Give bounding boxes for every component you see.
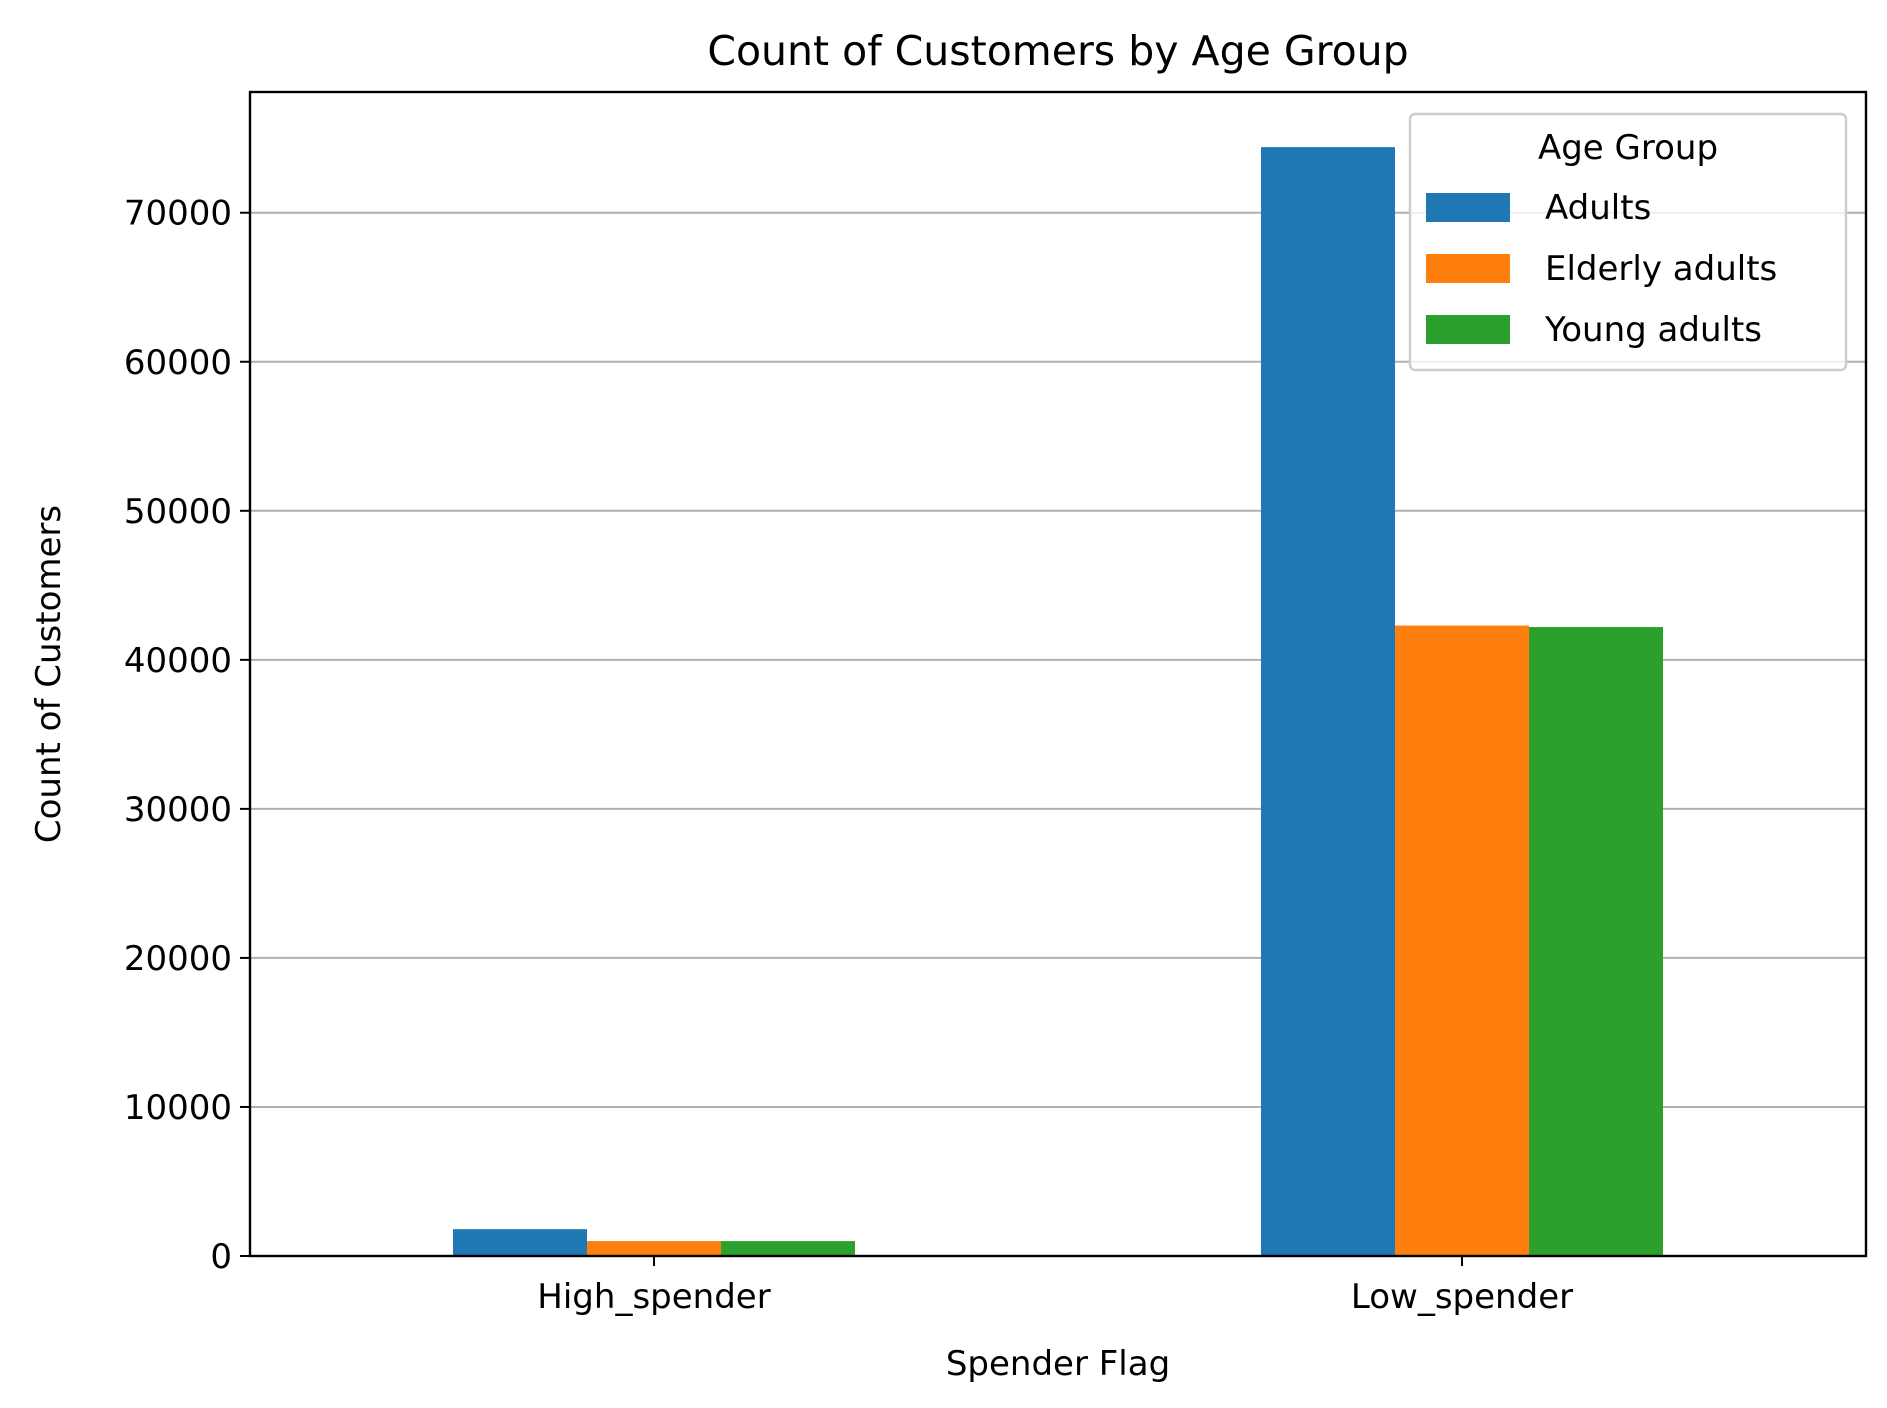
bar-high-spender-young-adults (721, 1241, 855, 1256)
y-tick-label: 70000 (124, 194, 232, 234)
y-tick-label: 50000 (124, 492, 232, 532)
y-tick-label: 20000 (124, 939, 232, 979)
legend-box (1408, 112, 1848, 372)
legend-swatch (1426, 254, 1510, 283)
bar-high-spender-elderly-adults (587, 1241, 721, 1256)
y-tick-label: 10000 (124, 1088, 232, 1128)
x-axis: High_spender Low_spender (537, 1256, 1573, 1317)
x-tick-label: High_spender (537, 1277, 770, 1317)
legend-title: Age Group (1538, 128, 1718, 168)
y-axis-title: Count of Customers (29, 505, 69, 843)
legend-label: Young adults (1544, 310, 1762, 350)
x-axis-title: Spender Flag (946, 1344, 1170, 1384)
bar-low-spender-adults (1261, 147, 1395, 1257)
bar-low-spender-elderly-adults (1395, 625, 1529, 1256)
bar-low-spender-young-adults (1529, 627, 1663, 1256)
legend-swatch (1426, 315, 1510, 344)
y-axis: 0 10000 20000 30000 40000 50000 60000 70000 (124, 194, 250, 1277)
y-tick-label: 40000 (124, 641, 232, 681)
y-tick-label: 60000 (124, 343, 232, 383)
legend-label: Adults (1545, 188, 1651, 228)
plot-area-frame (248, 90, 1868, 1258)
x-tick-label: Low_spender (1351, 1277, 1573, 1317)
legend-label: Elderly adults (1545, 249, 1777, 289)
gridlines (250, 211, 1866, 1257)
chart-title: Count of Customers by Age Group (707, 27, 1408, 75)
bars (453, 147, 1663, 1257)
y-tick-label: 0 (210, 1237, 232, 1277)
legend-swatch (1426, 193, 1510, 222)
legend: Age Group Adults Elderly adults Young adul… (1408, 112, 1848, 372)
bar-high-spender-adults (453, 1229, 587, 1256)
y-tick-label: 30000 (124, 790, 232, 830)
